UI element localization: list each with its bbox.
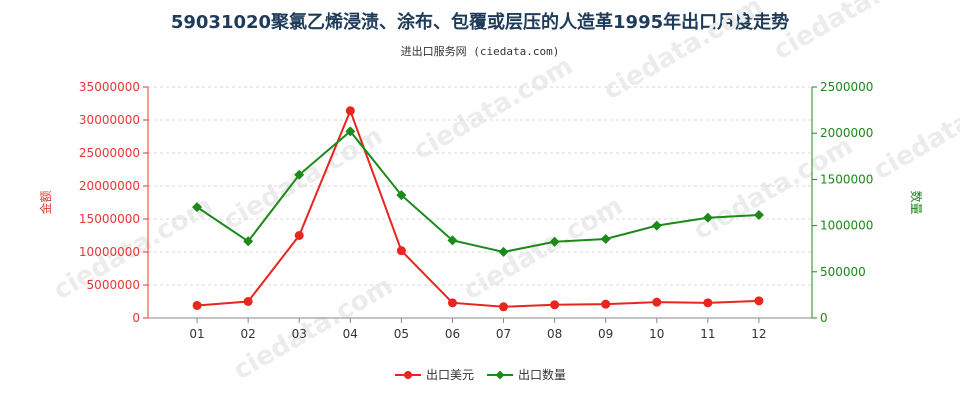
data-point-usd bbox=[703, 298, 713, 308]
right-axis-tick-label: 1500000 bbox=[820, 172, 873, 186]
legend-marker bbox=[404, 371, 412, 379]
x-axis-tick-label: 01 bbox=[189, 327, 204, 341]
x-axis-tick-label: 06 bbox=[445, 327, 460, 341]
x-axis-tick-label: 08 bbox=[547, 327, 562, 341]
data-point-usd bbox=[345, 106, 355, 116]
data-point-usd bbox=[192, 300, 202, 310]
data-point-qty bbox=[294, 169, 305, 180]
watermark-text: ciedata.com bbox=[599, 0, 768, 106]
left-axis-tick-label: 5000000 bbox=[87, 278, 140, 292]
legend-label: 出口美元 bbox=[426, 368, 474, 382]
left-axis-tick-label: 20000000 bbox=[79, 179, 140, 193]
legend-marker bbox=[495, 370, 505, 380]
right-axis-tick-label: 0 bbox=[820, 311, 828, 325]
x-axis-tick-label: 11 bbox=[700, 327, 715, 341]
data-point-usd bbox=[754, 296, 764, 306]
legend-label: 出口数量 bbox=[518, 367, 566, 382]
right-axis-title: 数量 bbox=[909, 190, 924, 214]
data-point-qty bbox=[498, 246, 509, 257]
x-axis-tick-label: 10 bbox=[649, 327, 664, 341]
watermark-text: ciedata.com bbox=[219, 121, 388, 236]
data-point-usd bbox=[243, 297, 253, 306]
data-point-qty bbox=[702, 212, 713, 223]
data-point-usd bbox=[550, 300, 560, 310]
data-point-usd bbox=[499, 302, 509, 312]
left-axis-tick-label: 0 bbox=[132, 311, 140, 325]
data-point-usd bbox=[601, 299, 611, 309]
data-point-qty bbox=[192, 202, 203, 213]
data-point-qty bbox=[345, 126, 356, 137]
series-line-usd bbox=[196, 107, 759, 308]
data-point-qty bbox=[753, 209, 764, 220]
x-axis-tick-label: 07 bbox=[496, 327, 511, 341]
series-line-qty bbox=[196, 129, 759, 253]
data-point-usd bbox=[652, 297, 662, 307]
x-axis-tick-label: 02 bbox=[241, 327, 256, 341]
chart-subtitle: 进出口服务网 (ciedata.com) bbox=[400, 45, 560, 58]
data-point-qty bbox=[549, 236, 560, 247]
left-axis-tick-label: 10000000 bbox=[79, 245, 140, 259]
data-point-qty bbox=[243, 236, 254, 247]
data-point-qty bbox=[447, 235, 458, 246]
data-point-qty bbox=[600, 233, 611, 244]
left-axis-title: 金额 bbox=[38, 190, 53, 214]
data-point-usd bbox=[396, 246, 406, 256]
right-axis-tick-label: 2000000 bbox=[820, 126, 873, 140]
watermark-text: ciedata.com bbox=[769, 0, 938, 66]
data-point-usd bbox=[294, 231, 304, 240]
x-axis-tick-label: 05 bbox=[394, 327, 409, 341]
x-axis-tick-label: 04 bbox=[343, 327, 358, 341]
watermark-text: ciedata.com bbox=[409, 51, 578, 166]
data-point-qty bbox=[396, 190, 407, 201]
left-axis-tick-label: 25000000 bbox=[79, 146, 140, 160]
left-axis-tick-label: 30000000 bbox=[79, 113, 140, 127]
data-point-usd bbox=[447, 298, 457, 308]
right-axis-tick-label: 500000 bbox=[820, 265, 866, 279]
x-axis-tick-label: 09 bbox=[598, 327, 613, 341]
x-axis-tick-label: 03 bbox=[292, 327, 307, 341]
left-axis-tick-label: 35000000 bbox=[79, 80, 140, 94]
right-axis-tick-label: 2500000 bbox=[820, 80, 873, 94]
data-point-qty bbox=[651, 220, 662, 231]
right-axis-tick-label: 1000000 bbox=[820, 219, 873, 233]
left-axis-tick-label: 15000000 bbox=[79, 212, 140, 226]
watermark-text: ciedata.com bbox=[869, 71, 960, 186]
x-axis-tick-label: 12 bbox=[751, 327, 766, 341]
chart-title: 59031020聚氯乙烯浸渍、涂布、包覆或层压的人造革1995年出口月度走势 bbox=[170, 12, 790, 33]
